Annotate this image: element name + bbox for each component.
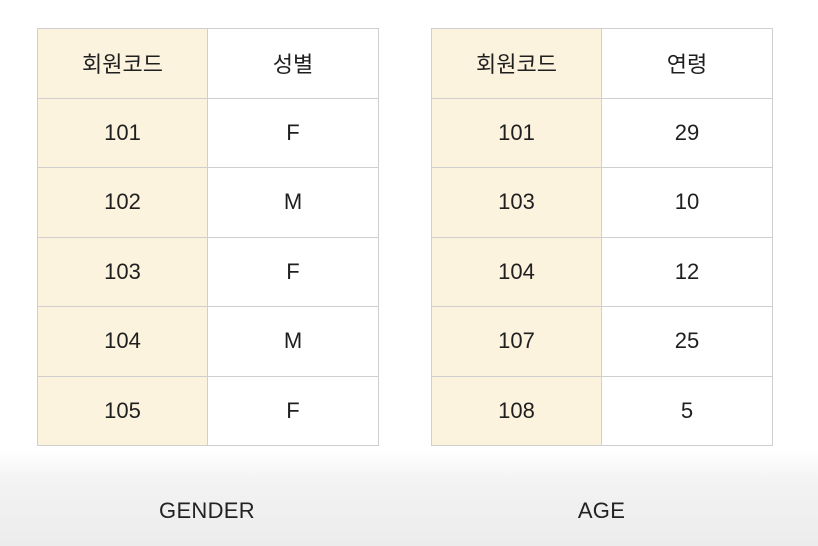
age-cell: 5 [601,375,773,446]
table-row: 103 10 [431,167,773,238]
gender-table: 회원코드 성별 101 F 102 M 103 F 104 M 105 F [37,28,379,446]
member-code-cell: 104 [37,306,208,377]
age-table-caption: AGE [577,498,626,523]
age-cell: 10 [601,167,773,238]
gender-table-caption: GENDER [159,498,255,523]
table-row: 104 12 [431,236,773,307]
header-gender: 성별 [207,28,379,99]
table-row: 107 25 [431,306,773,377]
age-cell: 12 [601,236,773,307]
member-code-cell: 101 [431,97,602,168]
gender-cell: M [207,167,379,238]
gender-table-block: 회원코드 성별 101 F 102 M 103 F 104 M 105 F [37,28,379,446]
age-table-block: 회원코드 연령 101 29 103 10 104 12 107 25 108 … [431,28,773,446]
table-row: 102 M [37,167,379,238]
member-code-cell: 102 [37,167,208,238]
header-member-code: 회원코드 [431,28,602,99]
header-member-code: 회원코드 [37,28,208,99]
age-cell: 25 [601,306,773,377]
table-row: 101 29 [431,97,773,168]
member-code-cell: 104 [431,236,602,307]
table-header-row: 회원코드 연령 [431,28,773,99]
gender-cell: F [207,97,379,168]
table-row: 105 F [37,375,379,446]
gender-cell: F [207,236,379,307]
member-code-cell: 103 [431,167,602,238]
age-table: 회원코드 연령 101 29 103 10 104 12 107 25 108 … [431,28,773,446]
table-row: 103 F [37,236,379,307]
member-code-cell: 103 [37,236,208,307]
member-code-cell: 101 [37,97,208,168]
member-code-cell: 107 [431,306,602,377]
age-cell: 29 [601,97,773,168]
table-header-row: 회원코드 성별 [37,28,379,99]
header-age: 연령 [601,28,773,99]
table-row: 108 5 [431,375,773,446]
gender-cell: M [207,306,379,377]
member-code-cell: 108 [431,375,602,446]
member-code-cell: 105 [37,375,208,446]
table-row: 101 F [37,97,379,168]
gender-cell: F [207,375,379,446]
table-row: 104 M [37,306,379,377]
